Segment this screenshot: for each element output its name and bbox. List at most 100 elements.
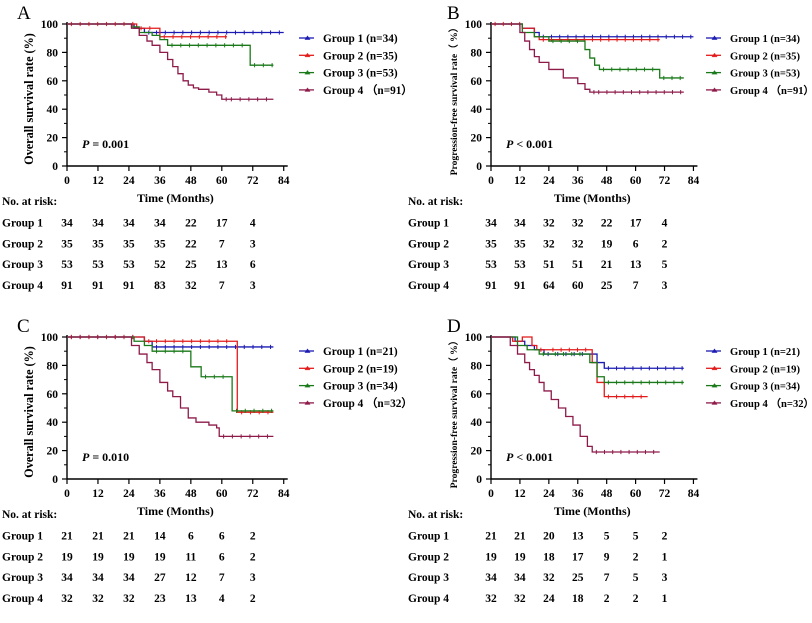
svg-text:36: 36 [572, 175, 584, 187]
svg-text:32: 32 [514, 593, 526, 605]
svg-text:Group 4 （n=91）: Group 4 （n=91） [323, 83, 406, 97]
svg-text:20: 20 [471, 133, 483, 145]
svg-text:72: 72 [247, 488, 259, 500]
svg-text:Group 4: Group 4 [408, 593, 449, 605]
svg-text:21: 21 [485, 530, 497, 542]
svg-text:C: C [17, 316, 30, 337]
svg-text:19: 19 [601, 238, 613, 250]
svg-text:34: 34 [485, 572, 497, 584]
svg-text:100: 100 [41, 332, 59, 344]
svg-text:0: 0 [488, 175, 494, 187]
svg-text:14: 14 [154, 530, 166, 542]
svg-text:35: 35 [92, 238, 104, 250]
svg-text:80: 80 [47, 47, 59, 59]
svg-text:3: 3 [662, 572, 668, 584]
svg-text:48: 48 [601, 488, 613, 500]
svg-text:6: 6 [250, 259, 256, 271]
svg-text:5: 5 [604, 530, 610, 542]
svg-text:51: 51 [572, 259, 584, 271]
svg-text:24: 24 [123, 175, 135, 187]
svg-text:60: 60 [630, 488, 642, 500]
svg-text:Group 2 (n=35): Group 2 (n=35) [323, 50, 398, 62]
svg-text:24: 24 [543, 593, 555, 605]
svg-text:64: 64 [543, 280, 555, 292]
svg-text:21: 21 [61, 530, 73, 542]
svg-text:Group 3: Group 3 [2, 259, 43, 271]
svg-text:Group 4 （n=32）: Group 4 （n=32） [730, 397, 812, 410]
svg-text:80: 80 [471, 47, 483, 59]
svg-text:11: 11 [185, 551, 196, 563]
svg-text:60: 60 [47, 76, 59, 88]
svg-text:34: 34 [123, 572, 135, 584]
svg-text:17: 17 [216, 217, 228, 229]
svg-text:Group 2: Group 2 [2, 551, 43, 563]
svg-text:6: 6 [633, 238, 639, 250]
svg-text:34: 34 [514, 217, 526, 229]
svg-text:P = 0.010: P = 0.010 [82, 450, 129, 464]
svg-text:32: 32 [543, 572, 555, 584]
svg-text:Group 4: Group 4 [2, 593, 43, 605]
svg-text:No. at risk:: No. at risk: [2, 509, 57, 521]
svg-text:40: 40 [47, 417, 59, 429]
svg-text:91: 91 [123, 280, 135, 292]
svg-text:100: 100 [465, 332, 483, 344]
svg-text:83: 83 [154, 280, 166, 292]
svg-text:Group 1: Group 1 [2, 217, 43, 229]
svg-text:40: 40 [47, 104, 59, 116]
svg-text:0: 0 [64, 175, 70, 187]
svg-text:7: 7 [219, 280, 225, 292]
svg-text:0: 0 [476, 161, 482, 173]
svg-text:32: 32 [123, 593, 135, 605]
svg-text:35: 35 [485, 238, 497, 250]
svg-text:12: 12 [514, 175, 526, 187]
svg-text:35: 35 [123, 238, 135, 250]
svg-text:21: 21 [123, 530, 135, 542]
svg-text:0: 0 [52, 474, 58, 486]
svg-text:19: 19 [92, 551, 104, 563]
svg-text:Group 3 (n=34): Group 3 (n=34) [730, 382, 800, 393]
svg-text:32: 32 [543, 238, 555, 250]
svg-text:0: 0 [64, 488, 70, 500]
svg-text:5: 5 [633, 572, 639, 584]
svg-text:Time (Months): Time (Months) [137, 504, 214, 518]
svg-text:72: 72 [247, 175, 259, 187]
svg-text:Group 1 (n=21): Group 1 (n=21) [323, 346, 398, 358]
svg-text:23: 23 [154, 593, 166, 605]
svg-text:40: 40 [471, 417, 483, 429]
svg-text:No. at risk:: No. at risk: [2, 196, 57, 208]
svg-text:P = 0.001: P = 0.001 [82, 137, 129, 151]
svg-text:7: 7 [633, 280, 639, 292]
svg-text:P < 0.001: P < 0.001 [506, 450, 553, 464]
svg-text:Group 4 （n=32）: Group 4 （n=32） [323, 396, 406, 410]
svg-text:Overall survival rate (%): Overall survival rate (%) [22, 346, 36, 478]
svg-text:25: 25 [185, 259, 197, 271]
svg-text:D: D [447, 316, 461, 337]
svg-text:12: 12 [92, 488, 104, 500]
svg-text:3: 3 [250, 280, 256, 292]
svg-text:2: 2 [250, 530, 256, 542]
svg-text:19: 19 [485, 551, 497, 563]
svg-text:22: 22 [601, 217, 613, 229]
svg-text:Group 2 (n=19): Group 2 (n=19) [730, 364, 800, 375]
svg-text:32: 32 [572, 217, 584, 229]
svg-text:Progression-free survival rate: Progression-free survival rate（ %） [448, 23, 460, 176]
svg-text:B: B [447, 3, 460, 24]
svg-text:72: 72 [659, 175, 671, 187]
svg-text:20: 20 [543, 530, 555, 542]
svg-text:19: 19 [154, 551, 166, 563]
svg-text:24: 24 [543, 175, 555, 187]
svg-text:52: 52 [154, 259, 166, 271]
svg-text:19: 19 [61, 551, 73, 563]
svg-text:20: 20 [47, 446, 59, 458]
svg-text:34: 34 [92, 572, 104, 584]
svg-text:P < 0.001: P < 0.001 [506, 137, 553, 151]
svg-text:2: 2 [662, 238, 668, 250]
svg-text:20: 20 [47, 133, 59, 145]
svg-text:60: 60 [47, 389, 59, 401]
svg-text:35: 35 [514, 238, 526, 250]
svg-text:13: 13 [572, 530, 584, 542]
svg-text:48: 48 [601, 175, 613, 187]
svg-text:21: 21 [601, 259, 613, 271]
svg-text:48: 48 [185, 488, 197, 500]
svg-text:60: 60 [471, 76, 483, 88]
